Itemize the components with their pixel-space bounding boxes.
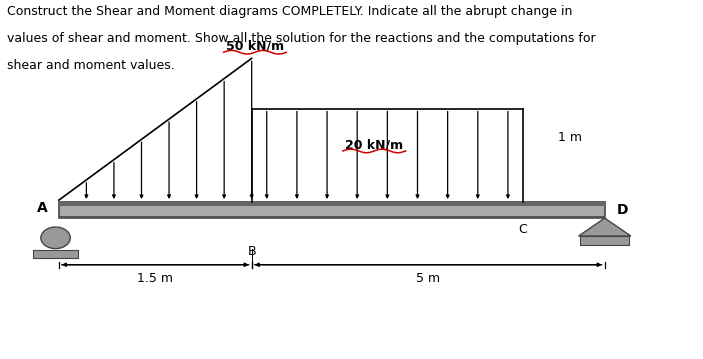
Text: 5 m: 5 m [416, 272, 440, 285]
Text: shear and moment values.: shear and moment values. [6, 59, 174, 72]
Ellipse shape [41, 227, 70, 248]
Bar [32, 251, 79, 258]
Text: Construct the Shear and Moment diagrams COMPLETELY. Indicate all the abrupt chan: Construct the Shear and Moment diagrams … [6, 5, 572, 18]
Text: B: B [247, 245, 256, 258]
Text: 20 kN/m: 20 kN/m [345, 139, 404, 151]
Text: values of shear and moment. Show all the solution for the reactions and the comp: values of shear and moment. Show all the… [6, 32, 595, 45]
Text: C: C [519, 223, 527, 237]
Bar [59, 202, 605, 206]
Text: D: D [617, 203, 628, 217]
Polygon shape [579, 218, 631, 236]
Text: 1.5 m: 1.5 m [137, 272, 173, 285]
Text: A: A [37, 201, 48, 215]
Text: 50 kN/m: 50 kN/m [226, 40, 284, 53]
Bar [59, 202, 605, 218]
Bar [59, 216, 605, 218]
Text: 1 m: 1 m [558, 131, 582, 144]
Bar [580, 236, 629, 245]
